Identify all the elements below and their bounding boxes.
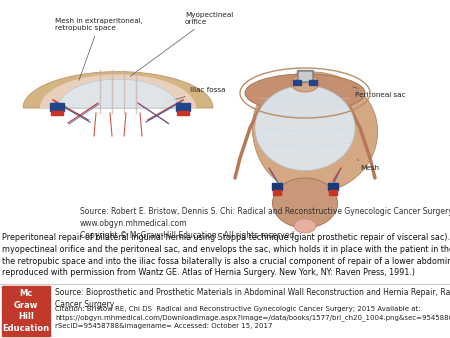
Text: Mesh: Mesh bbox=[357, 160, 379, 171]
Bar bbox=[328, 183, 338, 190]
Bar bbox=[273, 190, 281, 195]
Ellipse shape bbox=[294, 219, 316, 233]
Text: Preperitoneal repair of bilateral inguinal hernia using Stoppa technique (giant : Preperitoneal repair of bilateral inguin… bbox=[2, 233, 450, 277]
Bar bbox=[176, 103, 190, 111]
Text: Citation: Bristow RE, Chi DS  Radical and Reconstructive Gynecologic Cancer Surg: Citation: Bristow RE, Chi DS Radical and… bbox=[55, 306, 450, 329]
Bar bbox=[51, 111, 63, 115]
Ellipse shape bbox=[245, 74, 365, 112]
Bar bbox=[309, 80, 317, 85]
Text: Mesh in extraperitoneal,
retropubic space: Mesh in extraperitoneal, retropubic spac… bbox=[55, 18, 143, 80]
Text: Source: Bioprosthetic and Prosthetic Materials in Abdominal Wall Reconstruction : Source: Bioprosthetic and Prosthetic Mat… bbox=[55, 288, 450, 309]
Polygon shape bbox=[23, 72, 213, 108]
Bar bbox=[297, 70, 313, 82]
Polygon shape bbox=[58, 79, 178, 108]
Text: Myopectineal
orifice: Myopectineal orifice bbox=[130, 12, 233, 76]
Bar bbox=[329, 190, 337, 195]
Polygon shape bbox=[40, 74, 196, 108]
Ellipse shape bbox=[291, 74, 319, 92]
Bar bbox=[177, 111, 189, 115]
Text: Source: Robert E. Bristow, Dennis S. Chi: Radical and Reconstructive Gynecologic: Source: Robert E. Bristow, Dennis S. Chi… bbox=[80, 207, 450, 240]
Bar bbox=[272, 183, 282, 190]
Polygon shape bbox=[252, 72, 378, 193]
Ellipse shape bbox=[273, 178, 338, 228]
Bar bbox=[299, 72, 311, 80]
Bar bbox=[50, 103, 64, 111]
Bar bbox=[293, 80, 301, 85]
Ellipse shape bbox=[255, 86, 355, 170]
Text: Peritoneal sac: Peritoneal sac bbox=[353, 87, 405, 98]
Text: Mc
Graw
Hill
Education: Mc Graw Hill Education bbox=[2, 289, 50, 333]
Bar bbox=[2, 286, 50, 336]
Text: Iliac fossa: Iliac fossa bbox=[166, 87, 225, 102]
